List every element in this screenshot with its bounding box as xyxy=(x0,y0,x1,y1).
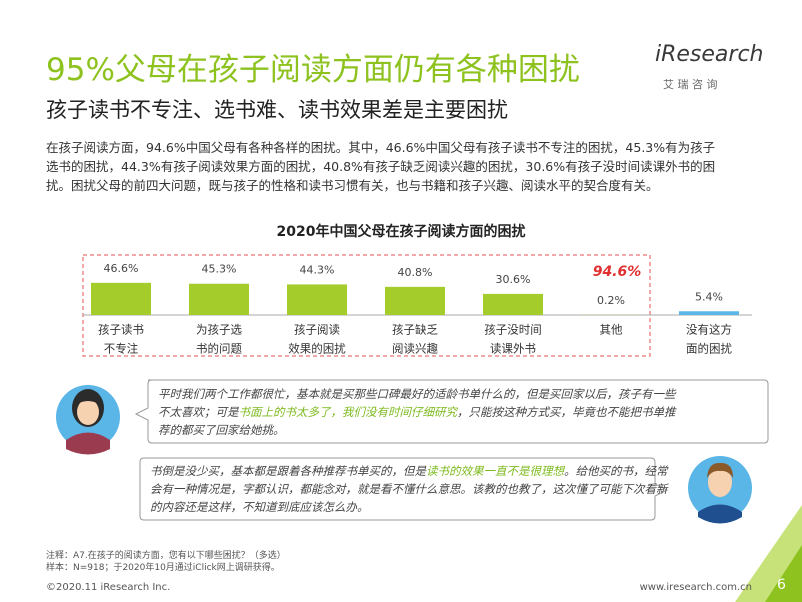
quote-text: 荐的都买了回家给她挑。 xyxy=(158,423,285,437)
value-label: 44.3% xyxy=(300,263,335,276)
quote-bubble xyxy=(134,379,769,444)
bar xyxy=(287,284,347,315)
url: www.iresearch.com.cn xyxy=(639,582,752,593)
highlight-box xyxy=(82,254,651,357)
quote-text: 不太喜欢；可是 xyxy=(158,405,239,419)
bar xyxy=(91,282,151,315)
x-tick-label: 孩子阅读 xyxy=(294,323,340,337)
value-label: 30.6% xyxy=(496,273,531,286)
quote-text: 。给他买的书，经常 xyxy=(564,464,668,478)
quote-line: 荐的都买了回家给她挑。 xyxy=(158,421,676,439)
page-number: 6 xyxy=(777,577,786,593)
bar xyxy=(679,311,739,315)
x-tick-label: 不专注 xyxy=(104,342,139,356)
value-label: 45.3% xyxy=(202,263,237,276)
bar xyxy=(385,286,445,315)
quote-line: 平时我们两个工作都很忙，基本就是买那些口碑最好的适龄书单什么的，但是买回家以后，… xyxy=(158,385,676,403)
quote-text: ，只能按这种方式买，毕竟也不能把书单推 xyxy=(457,405,676,419)
quote-text: 书倒是没少买，基本都是跟着各种推荐书单买的，但是 xyxy=(150,464,426,478)
x-tick-label: 阅读兴趣 xyxy=(392,342,438,356)
quote-highlight: 书面上的书太多了，我们没有时间仔细研究 xyxy=(238,405,458,419)
note: 注释：A7.在孩子的阅读方面，您有以下哪些困扰？（多选） xyxy=(46,551,286,561)
bar xyxy=(189,283,249,315)
chart-title: 2020年中国父母在孩子阅读方面的困扰 xyxy=(277,223,526,240)
x-tick-label: 书的问题 xyxy=(196,342,242,356)
x-tick-label: 孩子缺乏 xyxy=(392,323,438,337)
x-tick-label: 其他 xyxy=(600,323,623,337)
quote-bubble xyxy=(139,457,669,521)
title: 95%父母在孩子阅读方面仍有各种困扰 xyxy=(46,52,580,88)
x-tick-label: 孩子读书 xyxy=(98,323,144,337)
avatar-man xyxy=(688,456,752,524)
logo: iResearch xyxy=(655,42,764,67)
notes: 注释：A7.在孩子的阅读方面，您有以下哪些困扰？（多选） 样本：N=918；于2… xyxy=(46,550,286,574)
paragraph: 在孩子阅读方面，94.6%中国父母有各种各样的困扰。其中，46.6%中国父母有孩… xyxy=(46,138,715,195)
x-tick-label: 效果的困扰 xyxy=(288,342,346,356)
subtitle: 孩子读书不专注、选书难、读书效果差是主要困扰 xyxy=(46,98,508,122)
x-tick-label: 孩子没时间 xyxy=(484,323,542,337)
x-tick-label: 为孩子选 xyxy=(196,323,242,337)
quote-text: 的内容还是这样，不知道到底应该怎么办。 xyxy=(150,500,369,514)
quote-line: 不太喜欢；可是书面上的书太多了，我们没有时间仔细研究，只能按这种方式买，毕竟也不… xyxy=(158,403,676,421)
quote-line: 书倒是没少买，基本都是跟着各种推荐书单买的，但是读书的效果一直不是很理想。给他买… xyxy=(150,462,668,480)
paragraph-line: 在孩子阅读方面，94.6%中国父母有各种各样的困扰。其中，46.6%中国父母有孩… xyxy=(46,140,716,155)
quote: 书倒是没少买，基本都是跟着各种推荐书单买的，但是读书的效果一直不是很理想。给他买… xyxy=(150,462,668,516)
copyright: ©2020.11 iResearch Inc. xyxy=(46,582,171,593)
x-tick-label: 读课外书 xyxy=(490,342,536,356)
value-label: 46.6% xyxy=(104,262,139,275)
quote-line: 会有一种情况是，字都认识，都能念对，就是看不懂什么意思。该教的也教了，这次懂了可… xyxy=(150,480,668,498)
logo-subtitle: 艾 瑞 咨 询 xyxy=(663,78,718,91)
quote: 平时我们两个工作都很忙，基本就是买那些口碑最好的适龄书单什么的，但是买回家以后，… xyxy=(158,385,676,439)
value-label: 40.8% xyxy=(398,266,433,279)
avatar-woman xyxy=(56,385,120,455)
x-tick-label: 面的困扰 xyxy=(686,342,732,356)
value-label: 0.2% xyxy=(597,294,625,307)
bar xyxy=(483,293,543,315)
quote-text: 会有一种情况是，字都认识，都能念对，就是看不懂什么意思。该教的也教了，这次懂了可… xyxy=(150,482,668,496)
paragraph-line: 扰。困扰父母的前四大问题，既与孩子的性格和读书习惯有关，也与书籍和孩子兴趣、阅读… xyxy=(46,178,659,193)
note: 样本：N=918；于2020年10月通过iClick网上调研获得。 xyxy=(46,563,280,573)
value-label: 5.4% xyxy=(695,290,723,303)
x-tick-label: 没有这方 xyxy=(686,323,732,337)
quote-highlight: 读书的效果一直不是很理想 xyxy=(426,464,564,478)
annotation: 94.6% xyxy=(593,264,642,280)
corner-decoration xyxy=(765,545,802,602)
paragraph-line: 选书的困扰，44.3%有孩子阅读效果方面的困扰，40.8%有孩子缺乏阅读兴趣的困… xyxy=(46,159,716,174)
quote-line: 的内容还是这样，不知道到底应该怎么办。 xyxy=(150,498,668,516)
quote-text: 平时我们两个工作都很忙，基本就是买那些口碑最好的适龄书单什么的，但是买回家以后，… xyxy=(158,387,676,401)
